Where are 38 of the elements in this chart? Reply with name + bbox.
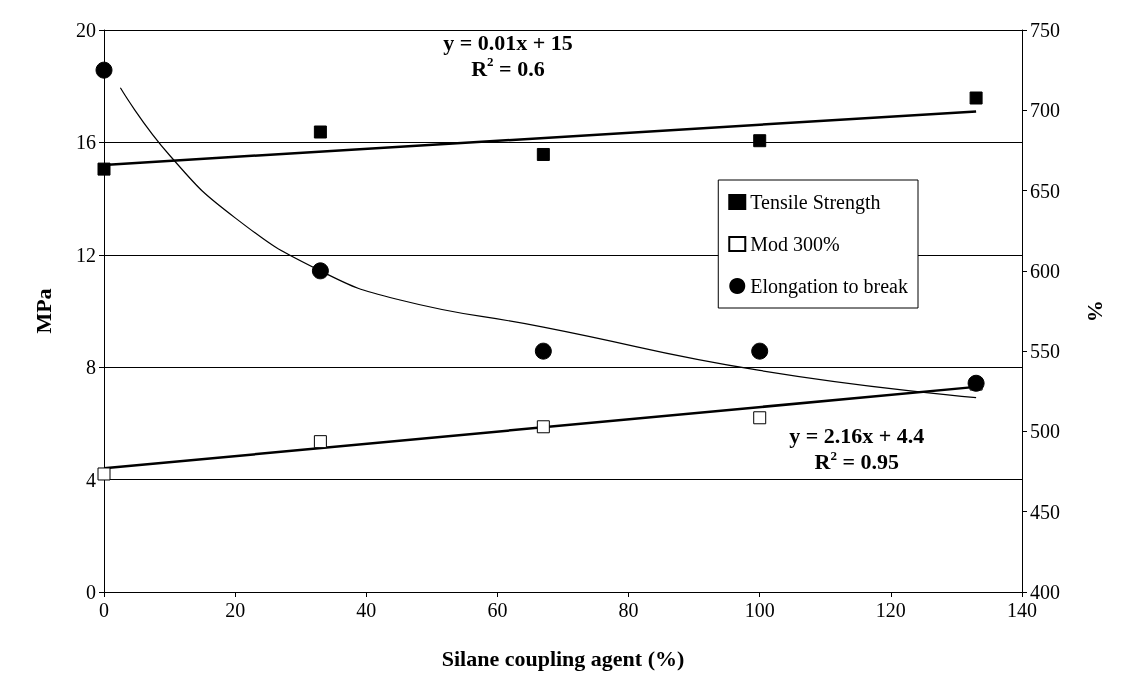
y2-axis-title: % <box>1082 300 1108 322</box>
point <box>969 91 983 105</box>
x-tick-label: 80 <box>618 599 639 621</box>
point <box>311 262 329 280</box>
point <box>97 467 111 481</box>
y-tick-label: 8 <box>86 356 96 379</box>
y-tick-label: 16 <box>76 131 96 154</box>
point <box>751 342 769 360</box>
legend-label: Elongation to break <box>750 275 908 298</box>
x-tick-label: 120 <box>875 599 906 621</box>
x-axis-title: Silane coupling agent (%) <box>441 645 685 671</box>
y2-tick-label: 600 <box>1030 259 1060 282</box>
y-axis-title: MPa <box>30 288 56 334</box>
y-tick-label: 20 <box>76 19 96 41</box>
point <box>534 342 552 360</box>
point <box>95 61 113 79</box>
x-tick-label: 100 <box>744 599 775 621</box>
x-tick-label: 40 <box>356 599 377 621</box>
legend-label: Mod 300% <box>750 233 840 255</box>
legend-label: Tensile Strength <box>750 191 881 214</box>
y2-tick-label: 700 <box>1030 99 1060 122</box>
y-tick-label: 4 <box>86 468 96 491</box>
y2-tick-label: 750 <box>1030 19 1060 41</box>
point <box>753 134 767 148</box>
point <box>313 125 327 139</box>
point <box>536 420 550 434</box>
point <box>313 435 327 449</box>
y2-tick-label: 550 <box>1030 340 1060 363</box>
y-tick-label: 0 <box>86 581 96 603</box>
x-tick-label: 20 <box>225 599 246 621</box>
point <box>753 411 767 425</box>
x-tick-label: 60 <box>487 599 508 621</box>
y2-tick-label: 450 <box>1030 500 1060 523</box>
y-tick-label: 12 <box>76 243 96 266</box>
y2-tick-label: 500 <box>1030 420 1060 443</box>
y2-tick-label: 650 <box>1030 179 1060 202</box>
point <box>536 147 550 161</box>
point <box>97 162 111 176</box>
